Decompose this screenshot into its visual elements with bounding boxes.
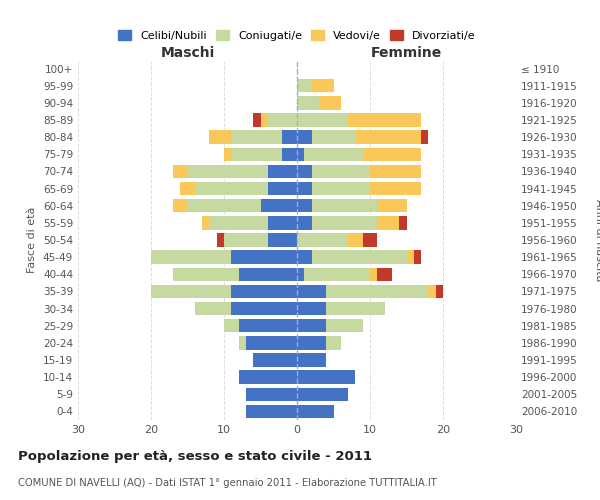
Bar (297, 148, 304, 161)
Bar (232, 250, 297, 264)
Bar (362, 234, 377, 246)
Bar (428, 284, 436, 298)
Bar (173, 199, 187, 212)
Bar (297, 404, 334, 418)
Bar (268, 234, 297, 246)
Bar (224, 319, 239, 332)
Bar (297, 388, 348, 401)
Bar (311, 79, 334, 92)
Y-axis label: Anni di nascita: Anni di nascita (594, 198, 600, 281)
Bar (253, 114, 260, 126)
Bar (239, 336, 246, 349)
Y-axis label: Fasce di età: Fasce di età (28, 207, 37, 273)
Bar (297, 370, 355, 384)
Bar (297, 182, 311, 196)
Bar (195, 182, 268, 196)
Bar (370, 182, 421, 196)
Bar (326, 284, 428, 298)
Bar (297, 250, 311, 264)
Bar (326, 336, 341, 349)
Bar (246, 336, 297, 349)
Bar (239, 319, 297, 332)
Bar (202, 216, 209, 230)
Text: Femmine: Femmine (371, 46, 442, 60)
Bar (355, 130, 421, 144)
Bar (173, 164, 187, 178)
Bar (297, 234, 348, 246)
Bar (326, 319, 362, 332)
Bar (377, 199, 407, 212)
Bar (217, 234, 224, 246)
Bar (283, 148, 297, 161)
Bar (370, 164, 421, 178)
Bar (311, 130, 355, 144)
Bar (297, 216, 311, 230)
Bar (326, 302, 385, 316)
Bar (311, 164, 370, 178)
Bar (180, 182, 195, 196)
Bar (297, 164, 311, 178)
Bar (370, 268, 377, 281)
Text: Maschi: Maschi (160, 46, 215, 60)
Bar (377, 268, 392, 281)
Bar (195, 302, 232, 316)
Bar (283, 130, 297, 144)
Text: COMUNE DI NAVELLI (AQ) - Dati ISTAT 1° gennaio 2011 - Elaborazione TUTTITALIA.IT: COMUNE DI NAVELLI (AQ) - Dati ISTAT 1° g… (18, 478, 437, 488)
Bar (297, 130, 311, 144)
Bar (232, 130, 283, 144)
Bar (297, 284, 326, 298)
Bar (297, 302, 326, 316)
Bar (253, 354, 297, 366)
Bar (319, 96, 341, 110)
Bar (246, 404, 297, 418)
Bar (311, 250, 407, 264)
Bar (414, 250, 421, 264)
Bar (311, 182, 370, 196)
Bar (187, 164, 268, 178)
Bar (232, 302, 297, 316)
Bar (297, 114, 348, 126)
Bar (304, 148, 362, 161)
Bar (268, 216, 297, 230)
Bar (297, 268, 304, 281)
Bar (297, 319, 326, 332)
Bar (311, 199, 377, 212)
Bar (348, 114, 421, 126)
Bar (246, 388, 297, 401)
Bar (268, 114, 297, 126)
Bar (268, 182, 297, 196)
Bar (304, 268, 370, 281)
Bar (399, 216, 407, 230)
Bar (239, 370, 297, 384)
Bar (232, 284, 297, 298)
Bar (239, 268, 297, 281)
Bar (268, 164, 297, 178)
Bar (224, 234, 268, 246)
Bar (260, 114, 268, 126)
Legend: Celibi/Nubili, Coniugati/e, Vedovi/e, Divorziati/e: Celibi/Nubili, Coniugati/e, Vedovi/e, Di… (114, 26, 480, 46)
Bar (311, 216, 377, 230)
Bar (407, 250, 414, 264)
Bar (297, 354, 326, 366)
Bar (421, 130, 428, 144)
Bar (377, 216, 399, 230)
Bar (209, 216, 268, 230)
Bar (348, 234, 363, 246)
Bar (297, 79, 311, 92)
Bar (224, 148, 232, 161)
Bar (232, 148, 283, 161)
Bar (151, 284, 232, 298)
Bar (209, 130, 232, 144)
Bar (297, 336, 326, 349)
Bar (362, 148, 421, 161)
Bar (436, 284, 443, 298)
Bar (297, 199, 311, 212)
Bar (173, 268, 239, 281)
Bar (297, 96, 319, 110)
Bar (187, 199, 260, 212)
Bar (151, 250, 232, 264)
Text: Popolazione per età, sesso e stato civile - 2011: Popolazione per età, sesso e stato civil… (18, 450, 372, 463)
Bar (260, 199, 297, 212)
